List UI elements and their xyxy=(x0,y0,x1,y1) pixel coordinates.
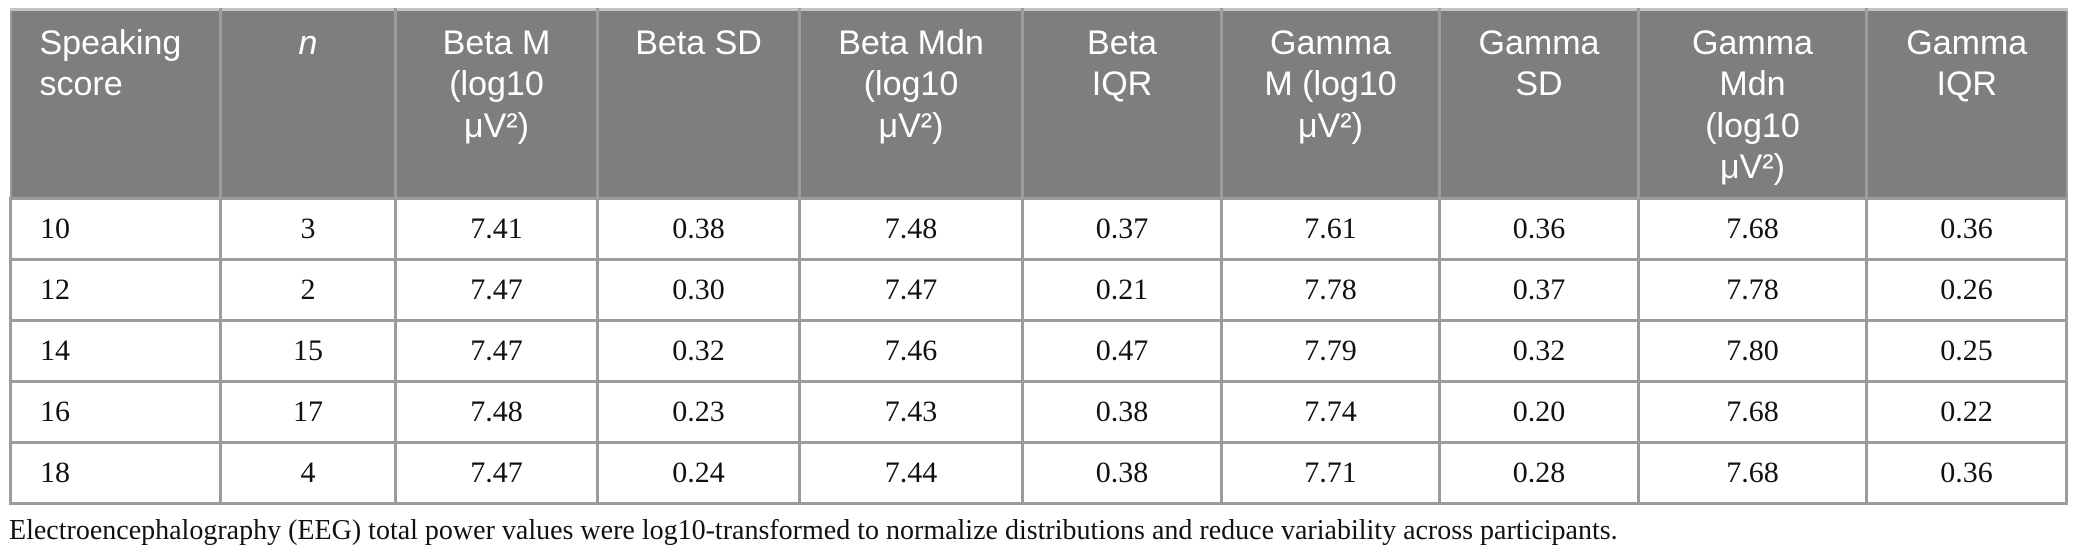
table-cell: 0.30 xyxy=(596,257,801,322)
table-cell: 7.46 xyxy=(798,318,1024,383)
table-cell: 0.26 xyxy=(1865,257,2068,322)
table-cell: 7.47 xyxy=(798,257,1024,322)
table-cell: 7.68 xyxy=(1637,196,1868,261)
table-cell: 0.36 xyxy=(1865,440,2068,505)
table-cell: 0.36 xyxy=(1865,196,2068,261)
col-header-gamma-mdn: Gamma Mdn (log10 μV²) xyxy=(1637,9,1867,199)
table-cell: 0.37 xyxy=(1438,257,1640,322)
table-cell: 7.78 xyxy=(1637,257,1868,322)
table-cell: 0.28 xyxy=(1438,440,1640,505)
col-header-beta-iqr: Beta IQR xyxy=(1021,9,1222,199)
table-cell: 0.25 xyxy=(1865,318,2068,383)
table-row: 14 15 7.47 0.32 7.46 0.47 7.79 0.32 7.80… xyxy=(9,318,2068,383)
table-row: 18 4 7.47 0.24 7.44 0.38 7.71 0.28 7.68 … xyxy=(9,440,2068,505)
table-row: 16 17 7.48 0.23 7.43 0.38 7.74 0.20 7.68… xyxy=(9,379,2068,444)
col-header-beta-mdn: Beta Mdn (log10 μV²) xyxy=(798,9,1023,199)
col-header-beta-m: Beta M (log10 μV²) xyxy=(394,9,598,199)
table-cell: 2 xyxy=(219,257,397,322)
table-cell: 7.68 xyxy=(1637,379,1868,444)
table-cell: 7.71 xyxy=(1220,440,1441,505)
table-cell: 14 xyxy=(9,318,222,383)
table-row: 10 3 7.41 0.38 7.48 0.37 7.61 0.36 7.68 … xyxy=(9,196,2068,261)
table-cell: 4 xyxy=(219,440,397,505)
table-row: 12 2 7.47 0.30 7.47 0.21 7.78 0.37 7.78 … xyxy=(9,257,2068,322)
table-cell: 18 xyxy=(9,440,222,505)
table-cell: 7.61 xyxy=(1220,196,1441,261)
table-cell: 7.68 xyxy=(1637,440,1868,505)
table-cell: 0.37 xyxy=(1021,196,1223,261)
table-cell: 7.44 xyxy=(798,440,1024,505)
header-row: Speaking score n Beta M (log10 μV²) Beta… xyxy=(10,9,2067,199)
table-cell: 7.47 xyxy=(394,257,599,322)
table-cell: 7.78 xyxy=(1220,257,1441,322)
eeg-power-table: Speaking score n Beta M (log10 μV²) Beta… xyxy=(9,8,2068,505)
table-cell: 15 xyxy=(219,318,397,383)
table-cell: 3 xyxy=(219,196,397,261)
table-cell: 0.32 xyxy=(596,318,801,383)
table-cell: 0.36 xyxy=(1438,196,1640,261)
table-footnote: Electroencephalography (EEG) total power… xyxy=(9,514,1618,546)
table-cell: 7.47 xyxy=(394,440,599,505)
table-cell: 7.41 xyxy=(394,196,599,261)
col-header-speaking-score: Speaking score xyxy=(10,9,221,199)
table-cell: 17 xyxy=(219,379,397,444)
table-cell: 7.74 xyxy=(1220,379,1441,444)
table-cell: 0.47 xyxy=(1021,318,1223,383)
col-header-gamma-sd: Gamma SD xyxy=(1438,9,1639,199)
col-header-beta-sd: Beta SD xyxy=(596,9,800,199)
table-cell: 0.38 xyxy=(596,196,801,261)
table-cell: 0.38 xyxy=(1021,440,1223,505)
table-cell: 7.48 xyxy=(798,196,1024,261)
table-cell: 10 xyxy=(9,196,222,261)
table-cell: 0.22 xyxy=(1865,379,2068,444)
table-cell: 12 xyxy=(9,257,222,322)
col-header-gamma-m: Gamma M (log10 μV²) xyxy=(1220,9,1440,199)
table-cell: 7.43 xyxy=(798,379,1024,444)
table-cell: 7.79 xyxy=(1220,318,1441,383)
table-cell: 0.32 xyxy=(1438,318,1640,383)
table-cell: 7.48 xyxy=(394,379,599,444)
table-cell: 16 xyxy=(9,379,222,444)
table-cell: 7.80 xyxy=(1637,318,1868,383)
col-header-n: n xyxy=(219,9,396,199)
table-cell: 0.21 xyxy=(1021,257,1223,322)
table-cell: 0.24 xyxy=(596,440,801,505)
table-cell: 0.38 xyxy=(1021,379,1223,444)
table-cell: 7.47 xyxy=(394,318,599,383)
table-cell: 0.23 xyxy=(596,379,801,444)
table-cell: 0.20 xyxy=(1438,379,1640,444)
col-header-gamma-iqr: Gamma IQR xyxy=(1865,9,2067,199)
